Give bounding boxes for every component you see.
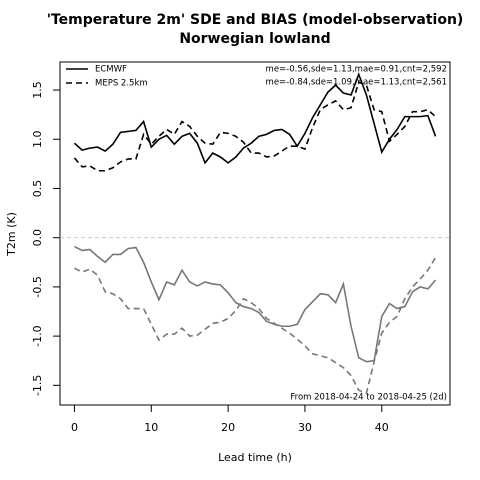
y-axis-label: T2m (K) <box>5 212 18 257</box>
annotation: From 2018-04-24 to 2018-04-25 (2d) <box>290 393 447 403</box>
annotation: me=-0.84,sde=1.09,mae=1.13,cnt=2,561 <box>266 78 447 88</box>
series-line <box>73 72 437 165</box>
y-tick-label: -1.0 <box>31 325 44 346</box>
chart-title: 'Temperature 2m' SDE and BIAS (model-obs… <box>47 12 464 28</box>
annotation: me=-0.56,sde=1.13,mae=0.91,cnt=2,592 <box>266 65 447 75</box>
y-tick-label: -0.5 <box>31 276 44 297</box>
series-line <box>74 245 437 363</box>
legend-label: MEPS 2.5km <box>95 79 148 89</box>
plot-frame <box>59 61 451 406</box>
legend-label: ECMWF <box>95 65 127 75</box>
x-tick-label: 0 <box>71 421 78 434</box>
series-line <box>74 256 437 395</box>
series-line <box>73 81 437 172</box>
y-tick-label: 0.0 <box>31 229 44 247</box>
x-tick-label: 30 <box>298 421 312 434</box>
y-tick-label: 1.0 <box>31 131 44 149</box>
x-tick-label: 40 <box>375 421 389 434</box>
y-tick-label: 1.5 <box>31 81 44 99</box>
x-axis-label: Lead time (h) <box>218 451 292 464</box>
chart-subtitle: Norwegian lowland <box>179 31 330 47</box>
y-tick-label: -1.5 <box>31 375 44 396</box>
x-tick-label: 20 <box>221 421 235 434</box>
y-tick-label: 0.5 <box>31 180 44 198</box>
x-tick-label: 10 <box>144 421 158 434</box>
